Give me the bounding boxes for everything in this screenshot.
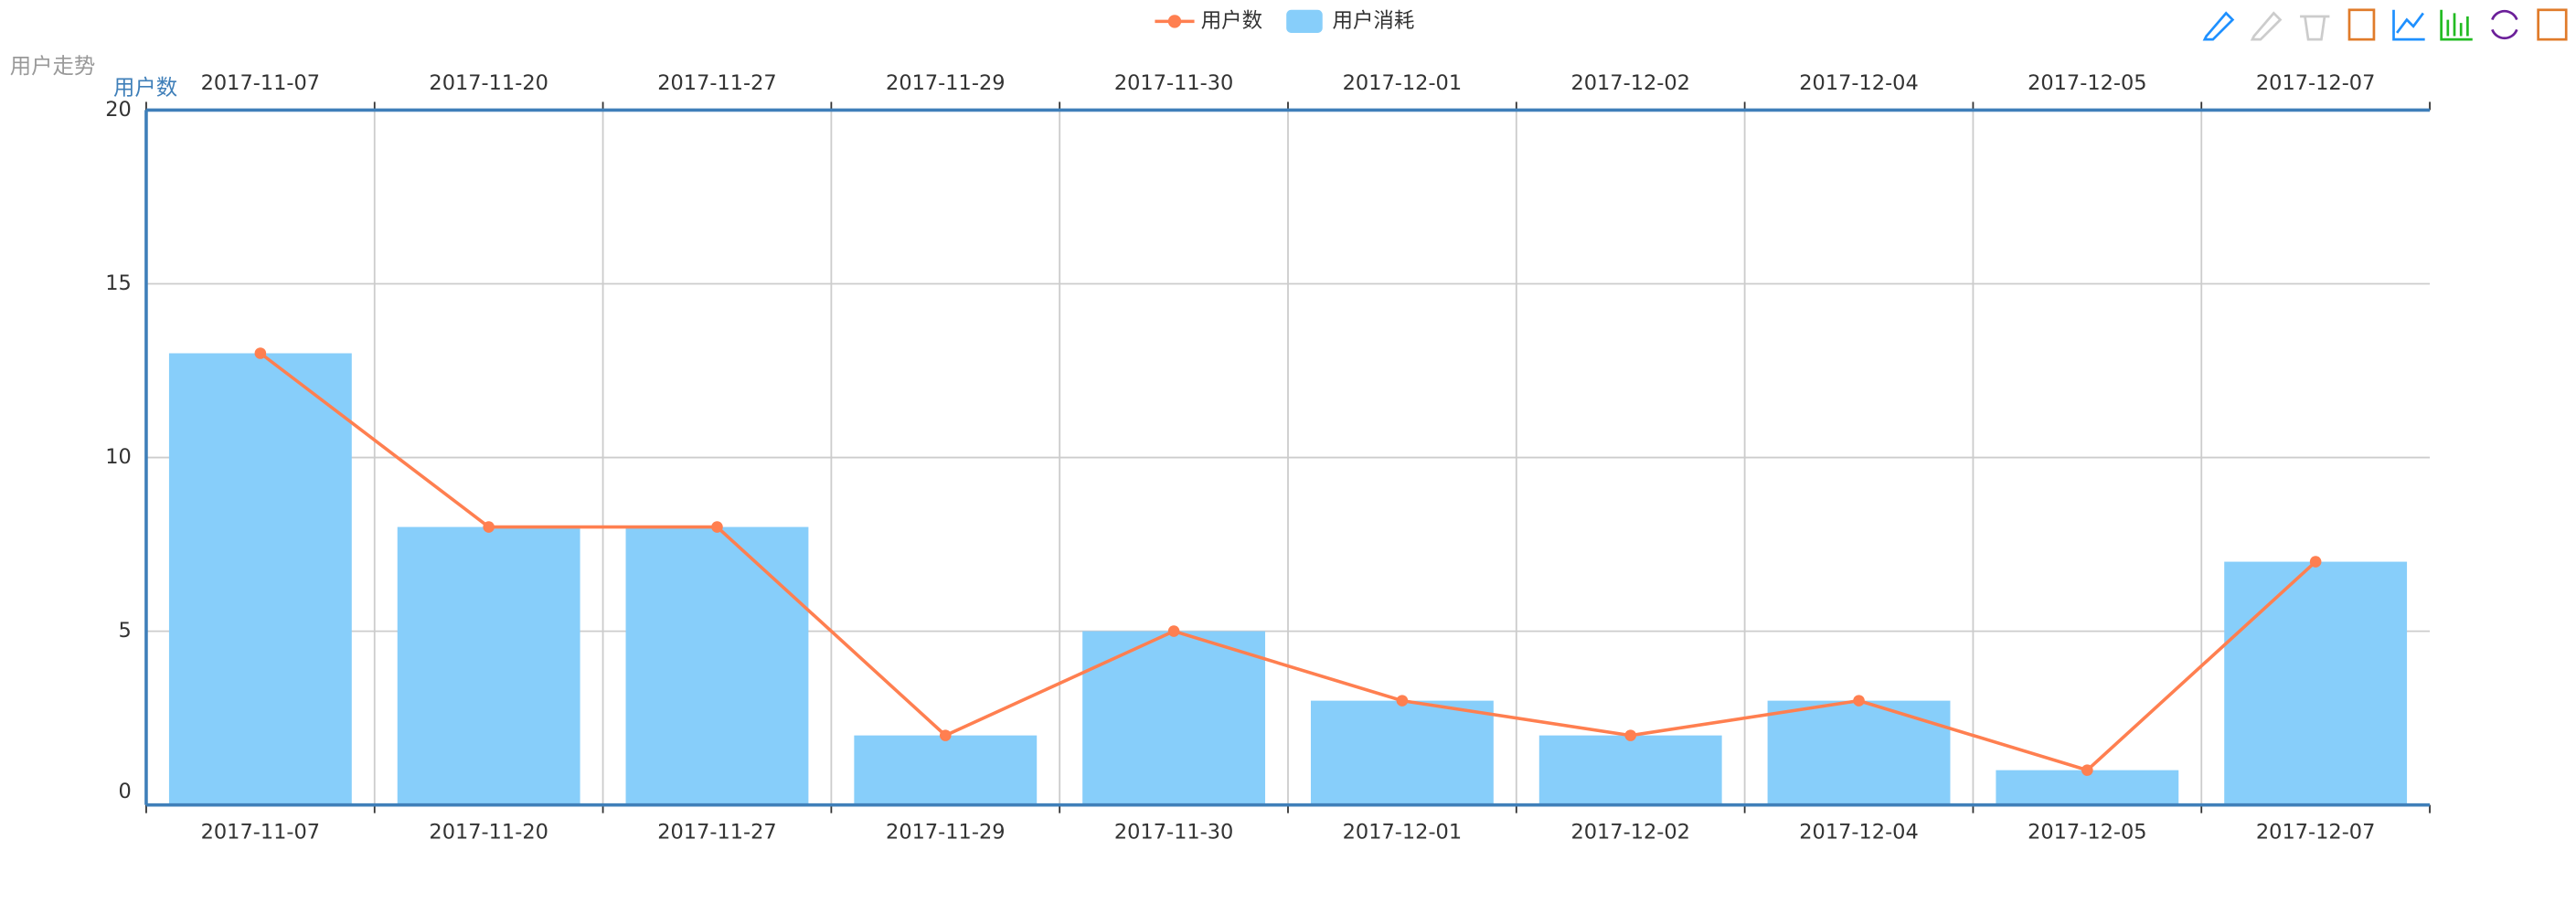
y-tick-label: 20 <box>105 98 132 122</box>
bar <box>1082 631 1266 805</box>
line-point <box>1853 695 1865 707</box>
x-tick-label-top: 2017-11-27 <box>657 71 777 95</box>
x-tick-label-top: 2017-12-01 <box>1343 71 1463 95</box>
line-point <box>2081 764 2093 776</box>
x-tick-label-top: 2017-11-20 <box>429 71 548 95</box>
toolbox[interactable] <box>2202 8 2568 41</box>
x-tick-label: 2017-12-05 <box>2028 821 2147 845</box>
line-point <box>1624 729 1637 741</box>
tool-restore[interactable] <box>2491 9 2518 40</box>
tool-mark[interactable] <box>2202 11 2235 41</box>
line-point <box>2309 556 2322 568</box>
x-tick-label: 2017-11-07 <box>201 821 321 845</box>
tool-line[interactable] <box>2392 9 2425 41</box>
line-point <box>1167 625 1180 637</box>
y-tick-label: 10 <box>105 445 132 469</box>
bar <box>625 526 809 805</box>
y-tick-label: 5 <box>118 619 131 643</box>
bar <box>854 735 1038 805</box>
tool-data-view[interactable] <box>2347 8 2376 41</box>
chart-title: 用户走势 <box>10 53 95 79</box>
x-tick-label: 2017-12-01 <box>1343 821 1463 845</box>
x-tick-label-top: 2017-11-30 <box>1114 71 1234 95</box>
x-tick-label-top: 2017-12-02 <box>1570 71 1690 95</box>
x-tick-label-top: 2017-12-07 <box>2256 71 2375 95</box>
line <box>259 352 2317 772</box>
x-tick-label: 2017-11-27 <box>657 821 777 845</box>
y-tick-label: 15 <box>105 271 132 295</box>
bar <box>2224 561 2408 805</box>
x-tick-label: 2017-12-07 <box>2256 821 2375 845</box>
bar <box>168 353 352 805</box>
bar <box>1310 700 1494 805</box>
x-tick-label-top: 2017-11-07 <box>201 71 321 95</box>
tool-clear[interactable] <box>2300 15 2330 41</box>
legend-label: 用户消耗 <box>1333 9 1415 33</box>
tool-mark-undo[interactable] <box>2250 11 2283 41</box>
x-tick-label-top: 2017-12-05 <box>2028 71 2147 95</box>
tool-save[interactable] <box>2537 8 2568 41</box>
y-axis-label: 用户数 <box>113 75 177 101</box>
legend-swatch-dot <box>1167 15 1182 28</box>
bar <box>1767 700 1951 805</box>
x-tick-label: 2017-12-02 <box>1570 821 1690 845</box>
x-tick-label: 2017-11-29 <box>886 821 1006 845</box>
x-tick-label-top: 2017-12-04 <box>1799 71 1918 95</box>
bar <box>397 526 580 805</box>
x-tick-label-top: 2017-11-29 <box>886 71 1006 95</box>
y-tick-label: 0 <box>118 780 131 803</box>
legend-swatch <box>1286 9 1323 33</box>
bar <box>1538 735 1722 805</box>
bar <box>1996 770 2179 805</box>
x-tick-label: 2017-11-30 <box>1114 821 1234 845</box>
line-point <box>711 521 723 533</box>
tool-bar[interactable] <box>2440 9 2473 41</box>
line-point <box>939 729 952 741</box>
line-point <box>1396 695 1409 707</box>
line-point <box>483 521 495 533</box>
line-point <box>254 347 267 359</box>
x-tick-label: 2017-11-20 <box>429 821 548 845</box>
legend-label: 用户数 <box>1201 9 1262 33</box>
x-tick-label: 2017-12-04 <box>1799 821 1918 845</box>
